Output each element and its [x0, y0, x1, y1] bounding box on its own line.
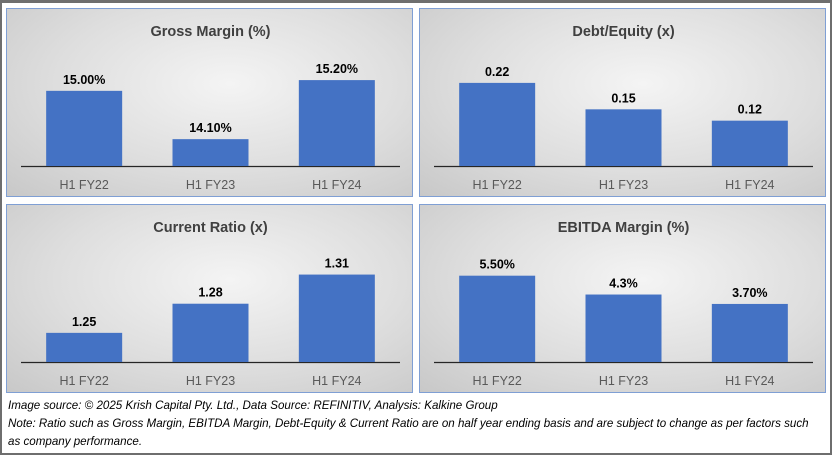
- disclaimer-note: Note: Ratio such as Gross Margin, EBITDA…: [8, 417, 809, 448]
- data-label: 1.31: [325, 257, 349, 271]
- data-label: 0.12: [738, 103, 762, 117]
- data-label: 1.28: [198, 286, 222, 300]
- bar-h1-fy22: [46, 90, 123, 166]
- chart-title: Gross Margin (%): [150, 24, 270, 40]
- data-label: 4.3%: [609, 277, 638, 291]
- bar-h1-fy23: [172, 303, 249, 362]
- x-tick-label: H1 FY24: [725, 178, 774, 192]
- chart-panel-gross-margin: Gross Margin (%) 15.00% H1 FY22 14.10% H1 FY…: [6, 8, 413, 197]
- data-label: 3.70%: [732, 286, 767, 300]
- bar-h1-fy23: [585, 294, 662, 362]
- bar-h1-fy22: [46, 332, 123, 362]
- bar-h1-fy23: [172, 139, 249, 166]
- x-tick-label: H1 FY22: [59, 374, 108, 388]
- chart-ebitda-margin: EBITDA Margin (%) 5.50% H1 FY22 4.3% H1 FY23…: [434, 220, 813, 388]
- data-label: 15.20%: [316, 62, 358, 76]
- bar-h1-fy24: [298, 274, 375, 362]
- chart-current-ratio: Current Ratio (x) 1.25 H1 FY22 1.28 H1 FY23 1…: [21, 220, 400, 388]
- data-label: 14.10%: [189, 121, 231, 135]
- x-tick-label: H1 FY24: [725, 374, 774, 388]
- x-tick-label: H1 FY24: [312, 374, 361, 388]
- data-label: 1.25: [72, 315, 96, 329]
- bar-h1-fy22: [459, 275, 536, 362]
- data-label: 5.50%: [479, 258, 514, 272]
- chart-panel-ebitda-margin: EBITDA Margin (%) 5.50% H1 FY22 4.3% H1 FY23…: [419, 204, 826, 393]
- x-tick-label: H1 FY22: [472, 374, 521, 388]
- x-tick-label: H1 FY24: [312, 178, 361, 192]
- data-label: 0.15: [611, 91, 635, 105]
- x-tick-label: H1 FY23: [599, 374, 648, 388]
- chart-title: EBITDA Margin (%): [558, 220, 690, 236]
- chart-gross-margin: Gross Margin (%) 15.00% H1 FY22 14.10% H1 FY…: [21, 24, 400, 192]
- data-label: 15.00%: [63, 73, 105, 87]
- chart-title: Debt/Equity (x): [572, 24, 674, 40]
- chart-panel-current-ratio: Current Ratio (x) 1.25 H1 FY22 1.28 H1 FY23 1…: [6, 204, 413, 393]
- x-tick-label: H1 FY23: [186, 374, 235, 388]
- x-tick-label: H1 FY23: [599, 178, 648, 192]
- chart-panel-debt-equity: Debt/Equity (x) 0.22 H1 FY22 0.15 H1 FY23 0.1…: [419, 8, 826, 197]
- bar-h1-fy24: [298, 80, 375, 166]
- x-tick-label: H1 FY23: [186, 178, 235, 192]
- bar-h1-fy23: [585, 109, 662, 166]
- bar-h1-fy24: [711, 303, 788, 362]
- bar-h1-fy22: [459, 82, 536, 166]
- x-tick-label: H1 FY22: [59, 178, 108, 192]
- x-tick-label: H1 FY22: [472, 178, 521, 192]
- footer: Image source: © 2025 Krish Capital Pty. …: [8, 397, 823, 451]
- chart-title: Current Ratio (x): [153, 220, 268, 236]
- chart-debt-equity: Debt/Equity (x) 0.22 H1 FY22 0.15 H1 FY23 0.1…: [434, 24, 813, 192]
- data-label: 0.22: [485, 65, 509, 79]
- bar-h1-fy24: [711, 120, 788, 166]
- source-note: Image source: © 2025 Krish Capital Pty. …: [8, 399, 498, 412]
